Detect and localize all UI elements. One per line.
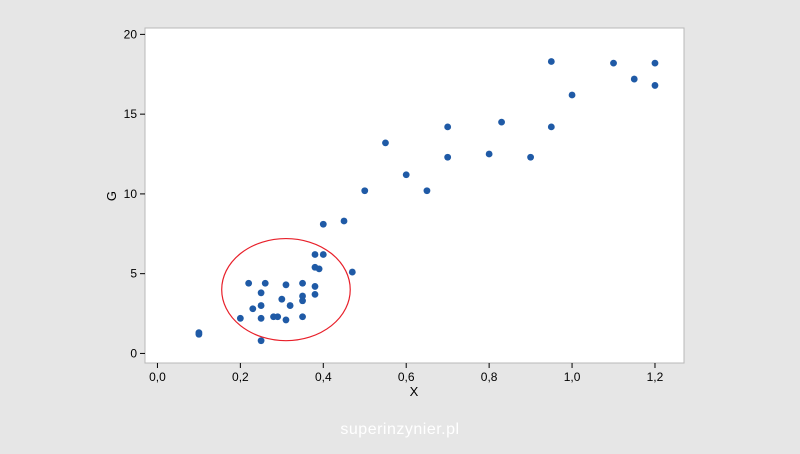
data-point [249, 305, 257, 313]
x-axis: 0,0 0,2 0,4 0,6 0,8 1,0 1,2 [149, 363, 664, 384]
data-point [402, 171, 410, 179]
data-point [651, 82, 659, 89]
scatter-points [195, 58, 659, 345]
watermark: superinzynier.pl [340, 421, 460, 438]
data-point [651, 59, 659, 67]
y-axis: 0 5 10 15 20 [124, 27, 145, 360]
data-point [348, 268, 356, 276]
data-point [299, 297, 306, 305]
x-tick-label: 0,0 [149, 370, 166, 384]
data-point [610, 59, 617, 67]
data-point [257, 314, 265, 322]
data-point [547, 123, 555, 131]
highlight-layer [221, 237, 351, 342]
data-point [311, 283, 319, 290]
y-tick-label: 15 [124, 107, 138, 121]
x-tick-label: 0,4 [315, 370, 332, 384]
data-point [195, 329, 203, 337]
data-point [361, 187, 369, 195]
data-point [299, 313, 306, 321]
data-point [444, 153, 452, 161]
data-point [257, 289, 265, 297]
x-tick-label: 0,6 [398, 370, 415, 384]
data-point [274, 313, 282, 321]
y-axis-title: G [104, 191, 119, 201]
x-tick-label: 1,2 [647, 370, 664, 384]
plot-area [144, 27, 685, 364]
data-point [282, 316, 290, 324]
y-tick-label: 5 [130, 267, 137, 281]
data-point [340, 217, 348, 225]
y-tick-label: 0 [130, 346, 137, 360]
data-point [423, 187, 431, 195]
data-point [236, 314, 244, 322]
x-tick-label: 1,0 [564, 370, 581, 384]
data-point [527, 153, 534, 161]
data-point [299, 292, 306, 300]
data-point [444, 123, 452, 131]
x-tick-label: 0,8 [481, 370, 498, 384]
data-point [547, 58, 555, 65]
data-point [282, 281, 290, 289]
data-point [257, 337, 265, 345]
data-point [568, 91, 576, 99]
data-point [257, 302, 265, 309]
data-point [498, 118, 505, 126]
data-point [299, 279, 306, 287]
data-point [630, 75, 638, 83]
x-tick-label: 0,2 [232, 370, 249, 384]
x-axis-title: X [410, 384, 419, 399]
highlight-ellipse [221, 237, 351, 342]
data-point [286, 302, 294, 309]
data-point [319, 220, 327, 228]
data-point [311, 251, 319, 258]
data-point [382, 139, 389, 147]
data-point [311, 291, 319, 298]
data-point [261, 279, 269, 287]
y-tick-label: 20 [124, 27, 138, 41]
data-point [245, 279, 253, 287]
data-point [319, 251, 327, 258]
y-tick-label: 10 [124, 187, 138, 201]
data-point [485, 150, 493, 158]
data-point [278, 295, 286, 303]
data-point [315, 265, 323, 273]
